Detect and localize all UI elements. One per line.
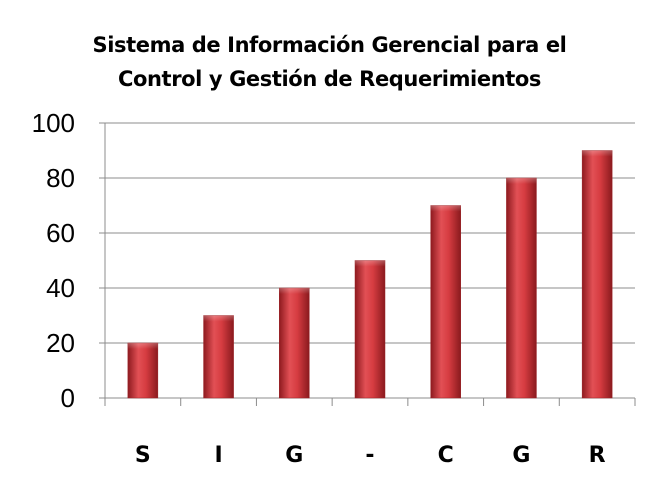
x-tick-label: I (214, 443, 222, 468)
bar-body (279, 287, 310, 399)
bars (127, 150, 613, 399)
x-tick-label: - (365, 443, 374, 468)
chart-title: Sistema de Información Gerencial para el… (0, 28, 659, 96)
chart-title-line-1: Sistema de Información Gerencial para el (92, 33, 567, 57)
bar-highlight (355, 260, 385, 267)
chart-title-line-2: Control y Gestión de Requerimientos (117, 67, 542, 91)
y-tick-label: 100 (32, 108, 75, 138)
y-tick-label: 60 (46, 218, 75, 248)
bar-body (354, 260, 386, 399)
axes (99, 122, 636, 406)
bar-highlight (506, 178, 537, 184)
y-tick-labels: 0 20 40 60 80 100 (32, 108, 75, 413)
x-tick-label: C (438, 443, 454, 468)
y-tick-label: 20 (46, 328, 75, 358)
bar (430, 205, 461, 399)
bar (354, 260, 386, 399)
bar-highlight (127, 343, 158, 349)
bar (279, 287, 310, 399)
y-tick-label: 0 (61, 383, 75, 413)
bar (506, 177, 537, 399)
x-tick-label: R (589, 443, 606, 468)
x-tick-label: G (512, 443, 530, 468)
bar (127, 342, 159, 399)
bar-highlight (279, 288, 310, 294)
bar-highlight (203, 315, 234, 322)
bar-highlight (430, 205, 461, 212)
bar-body (203, 315, 234, 399)
bar-body (506, 177, 537, 399)
bar-body (430, 205, 461, 399)
bar (203, 315, 234, 399)
x-tick-label: S (135, 443, 151, 468)
y-tick-label: 80 (46, 163, 75, 193)
bar (581, 150, 613, 399)
y-tick-label: 40 (46, 273, 75, 303)
x-tick-label: G (285, 443, 303, 468)
bar-body (581, 150, 613, 399)
bar-body (127, 342, 159, 399)
bar-highlight (582, 150, 613, 157)
